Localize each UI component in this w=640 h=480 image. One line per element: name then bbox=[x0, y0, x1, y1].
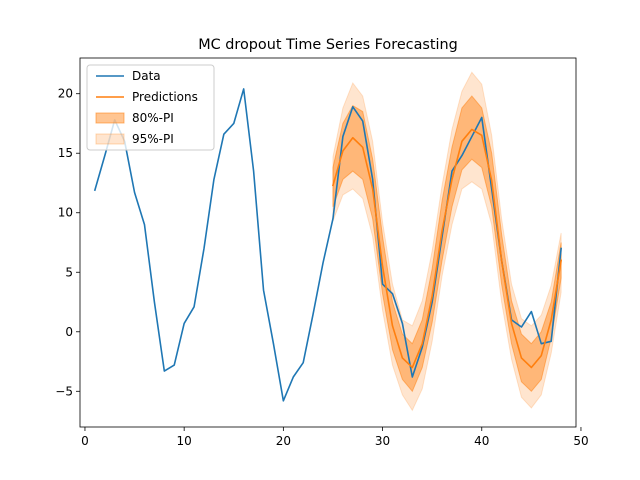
y-tick-label: 15 bbox=[58, 146, 73, 160]
band-95-pi bbox=[332, 71, 562, 412]
y-tick-label: 0 bbox=[65, 325, 73, 339]
legend-label: 95%-PI bbox=[132, 132, 174, 146]
lines-layer bbox=[93, 88, 563, 402]
y-axis: −5 0 5 10 15 20 bbox=[55, 87, 80, 398]
legend-swatch-80-pi bbox=[95, 112, 125, 124]
bands-layer bbox=[332, 71, 562, 412]
series-line-predictions bbox=[331, 128, 563, 369]
x-tick-label: 20 bbox=[276, 434, 291, 448]
y-tick-label: 10 bbox=[58, 206, 73, 220]
legend: Data Predictions 80%-PI 95%-PI bbox=[86, 64, 215, 151]
legend-label: Predictions bbox=[132, 90, 198, 104]
y-tick-label: 20 bbox=[58, 87, 73, 101]
series-line-data bbox=[93, 88, 563, 402]
plot-frame bbox=[79, 57, 577, 428]
x-tick-label: 50 bbox=[573, 434, 588, 448]
x-tick-label: 0 bbox=[81, 434, 89, 448]
y-tick-label: 5 bbox=[65, 265, 73, 279]
x-tick-label: 10 bbox=[177, 434, 192, 448]
legend-box bbox=[86, 64, 215, 151]
x-tick-label: 30 bbox=[375, 434, 390, 448]
legend-swatch-95-pi bbox=[95, 133, 125, 145]
x-axis: 0 10 20 30 40 50 bbox=[81, 427, 589, 448]
x-tick-label: 40 bbox=[474, 434, 489, 448]
band-80-pi bbox=[332, 95, 562, 393]
legend-label: 80%-PI bbox=[132, 111, 174, 125]
y-tick-label: −5 bbox=[55, 384, 73, 398]
chart-title: MC dropout Time Series Forecasting bbox=[198, 37, 458, 53]
legend-label: Data bbox=[132, 69, 161, 83]
